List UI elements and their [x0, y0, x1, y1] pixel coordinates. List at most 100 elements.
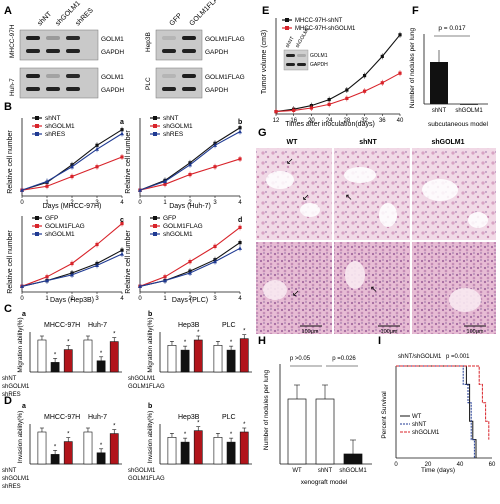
significance-mark: *: [230, 432, 233, 438]
significance-mark: *: [184, 432, 187, 438]
lane-label: shNT: [285, 36, 296, 49]
histology-image: [256, 148, 332, 240]
b-sub-a: a: [120, 119, 124, 126]
data-point: [163, 275, 167, 279]
panel-f-nodules: shNT shGOLM1: [423, 34, 488, 114]
panel-g-histology: WT shNT shGOLM1 ↙ ↙ ↖ ↙ ↖ 100μm 100μm 10…: [256, 139, 496, 335]
panel-letter-f: F: [412, 5, 419, 17]
legend-entry: MHCC-97H-shNT: [295, 18, 343, 24]
b-ylabel-bottom-right: Relative cell number: [125, 230, 132, 294]
g-col-label: shNT: [359, 139, 377, 146]
x-tick-label: 3: [213, 200, 217, 206]
data-point: [327, 98, 331, 102]
panel-letter-g: G: [258, 127, 267, 139]
legend-entry: shGOLM1: [45, 231, 75, 238]
x-tick-label: 32: [361, 118, 368, 124]
significance-mark: *: [100, 351, 103, 357]
h-model: xenograft model: [301, 479, 348, 486]
e-inset-blot: shNT shGOLM1 GOLM1 GAPDH: [283, 26, 328, 71]
bar: [63, 441, 73, 465]
e-legend: MHCC-97H-shNT MHCC-97H-shGOLM1: [282, 18, 356, 32]
bar: [287, 398, 307, 465]
bar: [50, 362, 60, 373]
x-tick-label: 4: [238, 296, 242, 302]
f-model: subcutaneous model: [428, 121, 489, 128]
band-label: GOLM1FLAG: [205, 36, 245, 43]
significance-mark: *: [54, 352, 57, 358]
x-tick-label: 40: [457, 462, 464, 468]
c-ylabel-a: Migration ability(%): [17, 317, 24, 372]
data-point: [380, 81, 384, 85]
d-title-a2: Huh-7: [88, 414, 107, 421]
c-title-a2: Huh-7: [88, 322, 107, 329]
b-ylabel-bottom: Relative cell number: [7, 230, 14, 294]
data-point: [380, 54, 384, 58]
d-title-a: MHCC-97H: [44, 414, 80, 421]
c-row-label: GOLM1FLAG: [128, 384, 165, 390]
data-point: [327, 102, 331, 106]
category-label: shNT: [432, 108, 447, 114]
x-tick-label: 28: [344, 118, 351, 124]
h-p1: p >0.05: [290, 356, 311, 362]
d-row-label: shNT: [2, 468, 17, 474]
band-label: GOLM1: [101, 74, 124, 81]
c-row-label: shGOLM1: [2, 384, 30, 390]
b-xlabel-a: Days (MHCC-97H): [43, 203, 102, 210]
series-line: [21, 129, 123, 191]
data-point: [20, 188, 24, 192]
band-label: GAPDH: [205, 49, 228, 56]
bar: [226, 349, 236, 373]
c-sub-a: a: [22, 311, 26, 318]
i-xlabel: Time (days): [421, 467, 455, 474]
d-title-b2: PLC: [222, 414, 236, 421]
x-tick-label: 12: [273, 118, 280, 124]
data-point: [188, 260, 192, 264]
cell-line-label: MHCC-97H: [9, 24, 16, 58]
bar: [213, 345, 223, 373]
data-point: [120, 222, 124, 226]
c-row-label: shRES: [2, 392, 21, 398]
significance-mark: *: [197, 421, 200, 427]
x-tick-label: 1: [163, 200, 167, 206]
panel-cd-bar-charts: * * * * * * * * * * * * * * * *: [29, 329, 252, 465]
bar: [83, 339, 93, 373]
survival-curve: [396, 365, 475, 458]
panel-a-blots: shNT shGOLM1 shRES GFP GOLM1FLAG MHCC-97…: [9, 0, 245, 99]
data-point: [138, 284, 142, 288]
scalebar-label: 100μm: [381, 329, 398, 335]
band-label: GAPDH: [101, 49, 124, 56]
legend-entry: shNT: [163, 115, 179, 122]
x-tick-label: 40: [397, 118, 404, 124]
bar: [37, 339, 47, 373]
significance-mark: *: [184, 340, 187, 346]
data-point: [309, 106, 314, 110]
bar: [109, 341, 119, 373]
series-line: [139, 127, 241, 191]
legend-entry: GOLM1FLAG: [45, 223, 85, 230]
i-compare: shNT/shGOLM1: [398, 354, 442, 360]
data-point: [95, 165, 99, 169]
c-row-label: shGOLM1: [128, 376, 156, 382]
survival-curve: [396, 365, 490, 440]
d-row-label: shRES: [2, 484, 21, 490]
data-point: [95, 147, 99, 151]
data-point: [213, 143, 217, 147]
bar: [109, 433, 119, 465]
data-point: [120, 248, 124, 252]
data-point: [292, 108, 296, 112]
data-point: [345, 88, 349, 92]
x-tick-label: 4: [238, 200, 242, 206]
bar: [63, 349, 73, 373]
b-legend-bottom-left: GFP GOLM1FLAG shGOLM1: [32, 215, 85, 238]
legend-entry: WT: [412, 414, 422, 420]
x-tick-label: 3: [95, 200, 99, 206]
data-point: [362, 89, 367, 93]
bar: [226, 441, 236, 465]
x-tick-label: 1: [45, 296, 49, 302]
b-sub-d: d: [238, 217, 242, 224]
f-ylabel: Number of nodules per lung: [409, 28, 416, 109]
arrow-icon: ↙: [286, 156, 294, 166]
x-tick-label: 20: [425, 462, 432, 468]
x-tick-label: 0: [20, 296, 24, 302]
data-point: [274, 110, 278, 114]
